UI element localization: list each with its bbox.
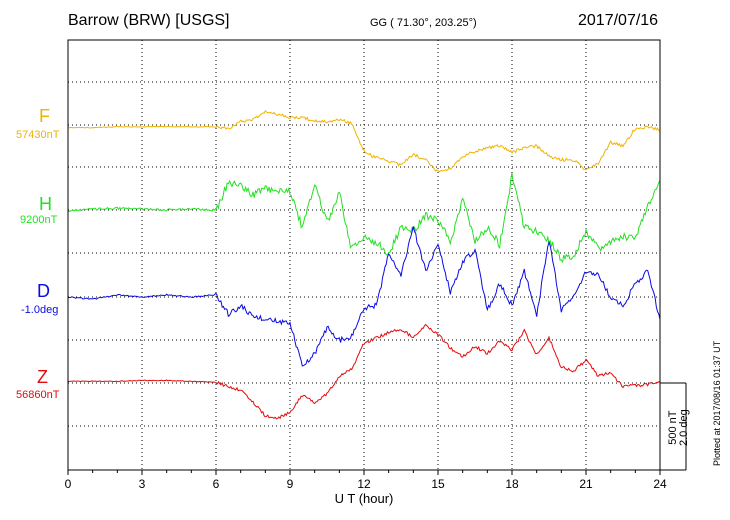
series-line-z xyxy=(67,323,661,420)
x-tick-label: 12 xyxy=(357,477,371,491)
x-tick-label: 3 xyxy=(139,477,146,491)
x-tick-label: 21 xyxy=(579,477,593,491)
series-line-h xyxy=(67,172,661,264)
scale-label-deg: 2.0 deg xyxy=(678,409,690,446)
scale-label: 500 nT 2.0 deg xyxy=(667,409,690,446)
baseline-d: -1.0deg xyxy=(21,304,59,316)
series-label-h: H xyxy=(39,194,52,214)
x-tick-label: 24 xyxy=(653,477,667,491)
series-label-d: D xyxy=(37,281,50,301)
baseline-h: 9200nT xyxy=(20,214,58,226)
x-axis-label: U T (hour) xyxy=(335,491,394,506)
plotted-timestamp: Plotted at 2017/08/16 01:37 UT xyxy=(712,340,722,466)
x-tick-label: 0 xyxy=(65,477,72,491)
baseline-f: 57430nT xyxy=(16,129,60,141)
x-tick-label: 9 xyxy=(287,477,294,491)
series-line-f xyxy=(67,109,661,173)
baseline-z: 56860nT xyxy=(16,389,60,401)
station-title: Barrow (BRW) [USGS] xyxy=(68,12,230,29)
x-tick-label: 15 xyxy=(431,477,445,491)
station-coordinates: GG ( 71.30°, 203.25°) xyxy=(370,17,477,29)
series-line-d xyxy=(68,226,661,367)
series-label-z: Z xyxy=(37,367,48,387)
series-label-f: F xyxy=(39,106,50,126)
date-label: 2017/07/16 xyxy=(578,12,659,29)
x-tick-label: 18 xyxy=(505,477,519,491)
x-tick-label: 6 xyxy=(213,477,220,491)
